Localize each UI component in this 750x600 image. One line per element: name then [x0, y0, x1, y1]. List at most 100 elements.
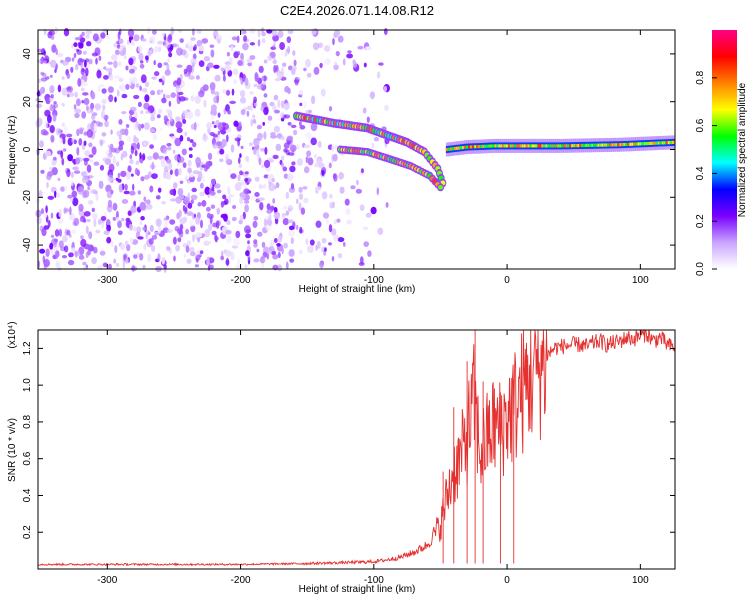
- spectrogram-noise-cell: [50, 234, 55, 238]
- spectrogram-noise-cell: [275, 182, 280, 189]
- spectrogram-noise-cell: [76, 128, 80, 137]
- spectrogram-carrier-core: [669, 140, 673, 145]
- spectrogram-noise-cell: [273, 212, 281, 220]
- spectrogram-noise-cell: [299, 226, 303, 234]
- snr-y-tick-label: 1.0: [22, 378, 33, 392]
- spectrogram-noise-cell: [81, 176, 89, 184]
- spectrogram-noise-cell: [252, 220, 258, 228]
- spectrogram-noise-cell: [363, 241, 370, 248]
- spectrogram-noise-cell: [272, 104, 277, 112]
- spectrogram-noise-cell: [244, 177, 249, 182]
- spectrogram-noise-cell: [182, 110, 186, 117]
- spectrogram-noise-cell: [277, 235, 283, 243]
- spectrogram-carrier-core: [557, 144, 560, 148]
- spectrogram-noise-cell: [133, 94, 140, 100]
- spectrogram-noise-cell: [214, 74, 221, 82]
- spectrogram-noise-cell: [176, 47, 183, 56]
- spectrogram-noise-cell: [40, 129, 48, 136]
- spectrogram-noise-cell: [225, 89, 231, 96]
- spectrogram-noise-cell: [175, 84, 183, 90]
- spectrogram-noise-cell: [139, 60, 144, 64]
- spectrogram-noise-cell: [303, 67, 307, 72]
- spectrogram-noise-cell: [131, 39, 135, 46]
- spectrogram-noise-cell: [307, 245, 314, 254]
- spectrogram-noise-cell: [253, 258, 260, 263]
- spectrogram-noise-cell: [259, 148, 266, 152]
- spectrogram-noise-cell: [214, 183, 221, 189]
- spectrogram-noise-cell: [211, 230, 217, 236]
- spectrogram-noise-cell: [305, 156, 309, 164]
- spectrogram-signal-cell: [438, 185, 443, 190]
- spectrogram-noise-cell: [64, 208, 70, 213]
- spectrogram-noise-cell: [73, 104, 77, 110]
- spectrogram-carrier-core: [551, 144, 554, 148]
- spectrogram-carrier-core: [665, 141, 669, 145]
- spectrogram-noise-cell: [120, 243, 126, 251]
- spectrogram-noise-cell: [290, 237, 294, 245]
- spectrogram-noise-cell: [40, 71, 45, 76]
- spectrogram-noise-cell: [203, 56, 211, 62]
- spectrogram-noise-cell: [225, 104, 230, 112]
- spectrogram-noise-cell: [80, 235, 84, 240]
- spectrogram-noise-cell: [262, 121, 266, 126]
- spectrogram-carrier-core: [637, 142, 640, 146]
- spectrogram-noise-cell: [266, 209, 273, 214]
- spectrogram-carrier-core: [511, 144, 515, 148]
- spectrogram-noise-cell: [274, 207, 278, 214]
- spectrogram-noise-cell: [85, 58, 90, 63]
- spectrogram-noise-cell: [70, 180, 74, 187]
- spectrogram-noise-cell: [100, 32, 106, 39]
- snr-x-axis: -300 -200 -100 0 100: [97, 330, 649, 586]
- spectrogram-noise-cell: [86, 129, 94, 138]
- spectrogram-noise-cell: [206, 206, 211, 212]
- spectrogram-noise-cell: [328, 106, 333, 112]
- spectrogram-noise-cell: [163, 170, 167, 179]
- spectrogram-carrier-core: [519, 144, 523, 148]
- spectrogram-noise-cell: [167, 34, 173, 43]
- spectrogram-noise-cell: [178, 91, 184, 96]
- spectrogram-noise-cell: [101, 132, 107, 137]
- spectrogram-carrier-core: [667, 141, 671, 145]
- spectrogram-y-tick-label: -20: [22, 190, 33, 205]
- spectrogram-noise-cell: [337, 35, 344, 43]
- spectrogram-noise-cell: [110, 240, 114, 248]
- spectrogram-noise-cell: [158, 46, 161, 52]
- spectrogram-noise-cell: [269, 239, 275, 248]
- spectrogram-noise-cell: [383, 85, 387, 93]
- spectrogram-noise-cell: [93, 122, 97, 132]
- colorbar-tick-label: 0.4: [695, 166, 706, 180]
- spectrogram-noise-cell: [253, 96, 257, 104]
- spectrogram-noise-cell: [272, 44, 276, 49]
- spectrogram-noise-cell: [245, 250, 250, 257]
- snr-x-tick-label: -300: [97, 575, 117, 586]
- spectrogram-noise-cell: [192, 170, 200, 175]
- spectrogram-noise-cell: [273, 238, 278, 243]
- spectrogram-noise-cell: [85, 34, 90, 39]
- spectrogram-noise-cell: [270, 205, 274, 212]
- spectrogram-noise-cell: [285, 149, 290, 156]
- spectrogram-carrier-core: [527, 144, 531, 148]
- spectrogram-noise-cell: [36, 117, 43, 127]
- spectrogram-noise-cell: [210, 204, 216, 209]
- spectrogram-noise-cell: [277, 30, 284, 38]
- spectrogram-noise-cell: [99, 164, 105, 171]
- spectrogram-noise-cell: [152, 134, 158, 141]
- spectrogram-noise-cell: [139, 253, 144, 261]
- spectrogram-noise-cell: [69, 206, 72, 216]
- spectrogram-noise-cell: [131, 76, 138, 85]
- spectrogram-noise-cell: [133, 34, 140, 42]
- spectrogram-carrier-core: [561, 144, 564, 148]
- spectrogram-noise-cell: [239, 215, 244, 221]
- spectrogram-noise-cell: [63, 245, 69, 253]
- spectrogram-carrier-core: [559, 144, 562, 148]
- spectrogram-noise-cell: [166, 246, 171, 251]
- spectrogram-carrier-core: [478, 145, 481, 149]
- spectrogram-noise-cell: [227, 185, 231, 194]
- spectrogram-noise-cell: [69, 234, 72, 238]
- spectrogram-noise-cell: [289, 165, 296, 173]
- spectrogram-noise-cell: [216, 38, 221, 44]
- spectrogram-noise-cell: [331, 144, 335, 153]
- spectrogram-noise-cell: [238, 157, 241, 164]
- spectrogram-carrier-core: [463, 145, 467, 149]
- spectrogram-carrier-core: [517, 144, 521, 148]
